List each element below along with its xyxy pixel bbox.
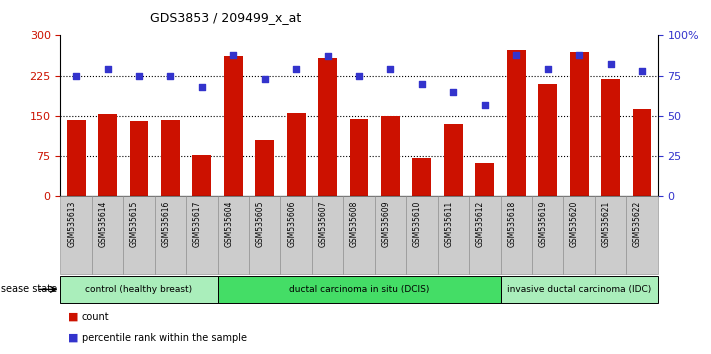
Text: GSM535608: GSM535608 [350, 200, 359, 247]
Point [448, 89, 459, 95]
FancyBboxPatch shape [280, 196, 312, 274]
Point [196, 84, 208, 90]
Point [228, 52, 239, 58]
Point [636, 68, 648, 74]
Text: GSM535604: GSM535604 [224, 200, 233, 247]
Text: GSM535607: GSM535607 [319, 200, 328, 247]
Point [510, 52, 522, 58]
Point [479, 102, 491, 108]
Bar [98, 114, 117, 196]
Point [134, 73, 145, 79]
Bar [570, 51, 589, 196]
Point [70, 73, 82, 79]
Point [102, 67, 113, 72]
Bar [129, 121, 149, 196]
Text: GSM535609: GSM535609 [382, 200, 390, 247]
Text: GSM535616: GSM535616 [161, 200, 171, 247]
Bar [319, 58, 337, 196]
FancyBboxPatch shape [532, 196, 563, 274]
FancyBboxPatch shape [186, 196, 218, 274]
FancyBboxPatch shape [438, 196, 469, 274]
Bar [161, 120, 180, 196]
FancyBboxPatch shape [60, 196, 92, 274]
FancyBboxPatch shape [123, 196, 155, 274]
Bar [255, 140, 274, 196]
Bar [224, 56, 242, 196]
Text: invasive ductal carcinoma (IDC): invasive ductal carcinoma (IDC) [507, 285, 651, 294]
Point [416, 81, 427, 87]
Point [573, 52, 584, 58]
Text: GDS3853 / 209499_x_at: GDS3853 / 209499_x_at [150, 11, 301, 24]
Bar [633, 109, 651, 196]
FancyBboxPatch shape [60, 276, 218, 303]
Point [291, 67, 302, 72]
Bar [381, 116, 400, 196]
FancyBboxPatch shape [375, 196, 406, 274]
Text: ■: ■ [68, 312, 78, 321]
Text: GSM535610: GSM535610 [413, 200, 422, 247]
Bar [476, 163, 494, 196]
FancyBboxPatch shape [595, 196, 626, 274]
Text: GSM535605: GSM535605 [256, 200, 264, 247]
FancyBboxPatch shape [343, 196, 375, 274]
Text: GSM535617: GSM535617 [193, 200, 202, 247]
FancyBboxPatch shape [249, 196, 280, 274]
Point [259, 76, 270, 82]
Bar [444, 124, 463, 196]
Text: GSM535621: GSM535621 [602, 200, 611, 247]
Text: GSM535615: GSM535615 [130, 200, 139, 247]
Bar [287, 113, 306, 196]
Point [385, 67, 396, 72]
Point [322, 53, 333, 59]
FancyBboxPatch shape [563, 196, 595, 274]
Point [605, 62, 616, 67]
FancyBboxPatch shape [501, 276, 658, 303]
Text: GSM535618: GSM535618 [507, 200, 516, 247]
Point [165, 73, 176, 79]
Text: GSM535611: GSM535611 [444, 200, 454, 247]
Bar [507, 50, 525, 196]
Text: GSM535622: GSM535622 [633, 200, 642, 247]
Text: GSM535619: GSM535619 [539, 200, 547, 247]
Bar [67, 120, 85, 196]
Text: GSM535614: GSM535614 [99, 200, 107, 247]
FancyBboxPatch shape [406, 196, 438, 274]
FancyBboxPatch shape [155, 196, 186, 274]
Text: GSM535606: GSM535606 [287, 200, 296, 247]
Text: count: count [82, 312, 109, 321]
Bar [350, 119, 368, 196]
Point [542, 67, 553, 72]
Text: control (healthy breast): control (healthy breast) [85, 285, 193, 294]
Text: percentile rank within the sample: percentile rank within the sample [82, 333, 247, 343]
Text: ductal carcinoma in situ (DCIS): ductal carcinoma in situ (DCIS) [289, 285, 429, 294]
Text: GSM535620: GSM535620 [570, 200, 579, 247]
Text: GSM535613: GSM535613 [67, 200, 76, 247]
FancyBboxPatch shape [218, 196, 249, 274]
FancyBboxPatch shape [469, 196, 501, 274]
FancyBboxPatch shape [92, 196, 123, 274]
Bar [601, 79, 620, 196]
Text: ■: ■ [68, 333, 78, 343]
FancyBboxPatch shape [501, 196, 532, 274]
Bar [412, 158, 432, 196]
FancyBboxPatch shape [218, 276, 501, 303]
FancyBboxPatch shape [312, 196, 343, 274]
Text: GSM535612: GSM535612 [476, 200, 485, 247]
Point [353, 73, 365, 79]
FancyBboxPatch shape [626, 196, 658, 274]
Bar [193, 155, 211, 196]
Bar [538, 84, 557, 196]
Text: disease state: disease state [0, 284, 57, 295]
